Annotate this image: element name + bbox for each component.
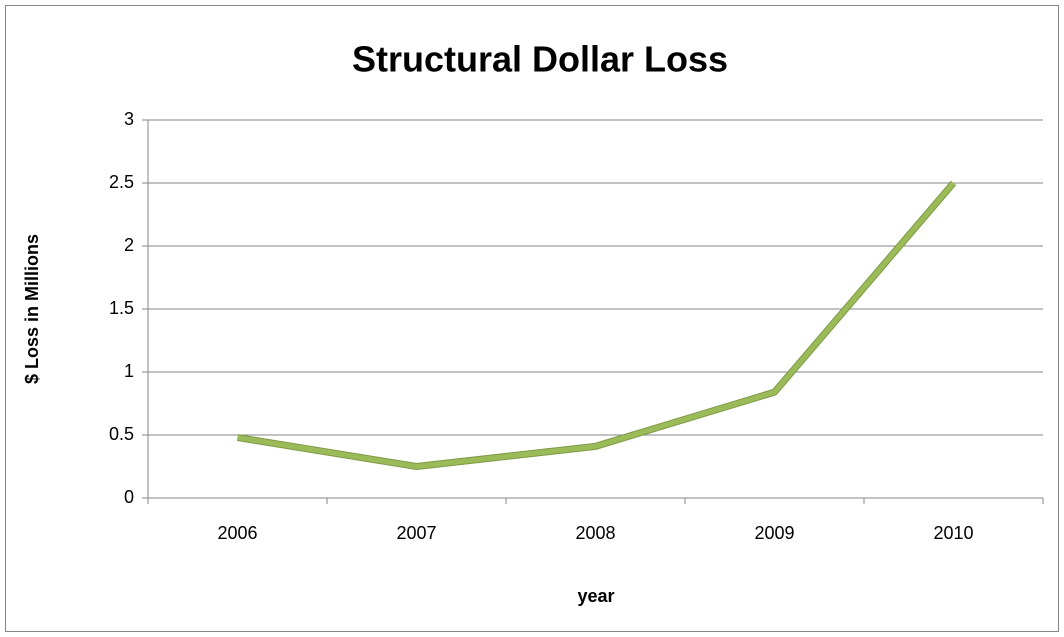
y-tick-label: 1.5 [109,298,134,318]
y-tick-label: 2 [124,235,134,255]
line [237,181,956,469]
y-axis-label: $ Loss in Millions [22,234,42,384]
y-tick-label: 2.5 [109,172,134,192]
x-tick-label: 2007 [396,523,436,543]
y-tick-label: 0.5 [109,424,134,444]
chart-title: Structural Dollar Loss [352,39,728,80]
x-tick-label: 2006 [217,523,257,543]
x-axis-label: year [577,586,614,606]
x-tick-label: 2010 [933,523,973,543]
x-tick-label: 2009 [754,523,794,543]
x-tick-label: 2008 [575,523,615,543]
y-tick-label: 1 [124,361,134,381]
y-tick-label: 3 [124,109,134,129]
y-tick-label: 0 [124,487,134,507]
chart-frame [5,5,1059,632]
